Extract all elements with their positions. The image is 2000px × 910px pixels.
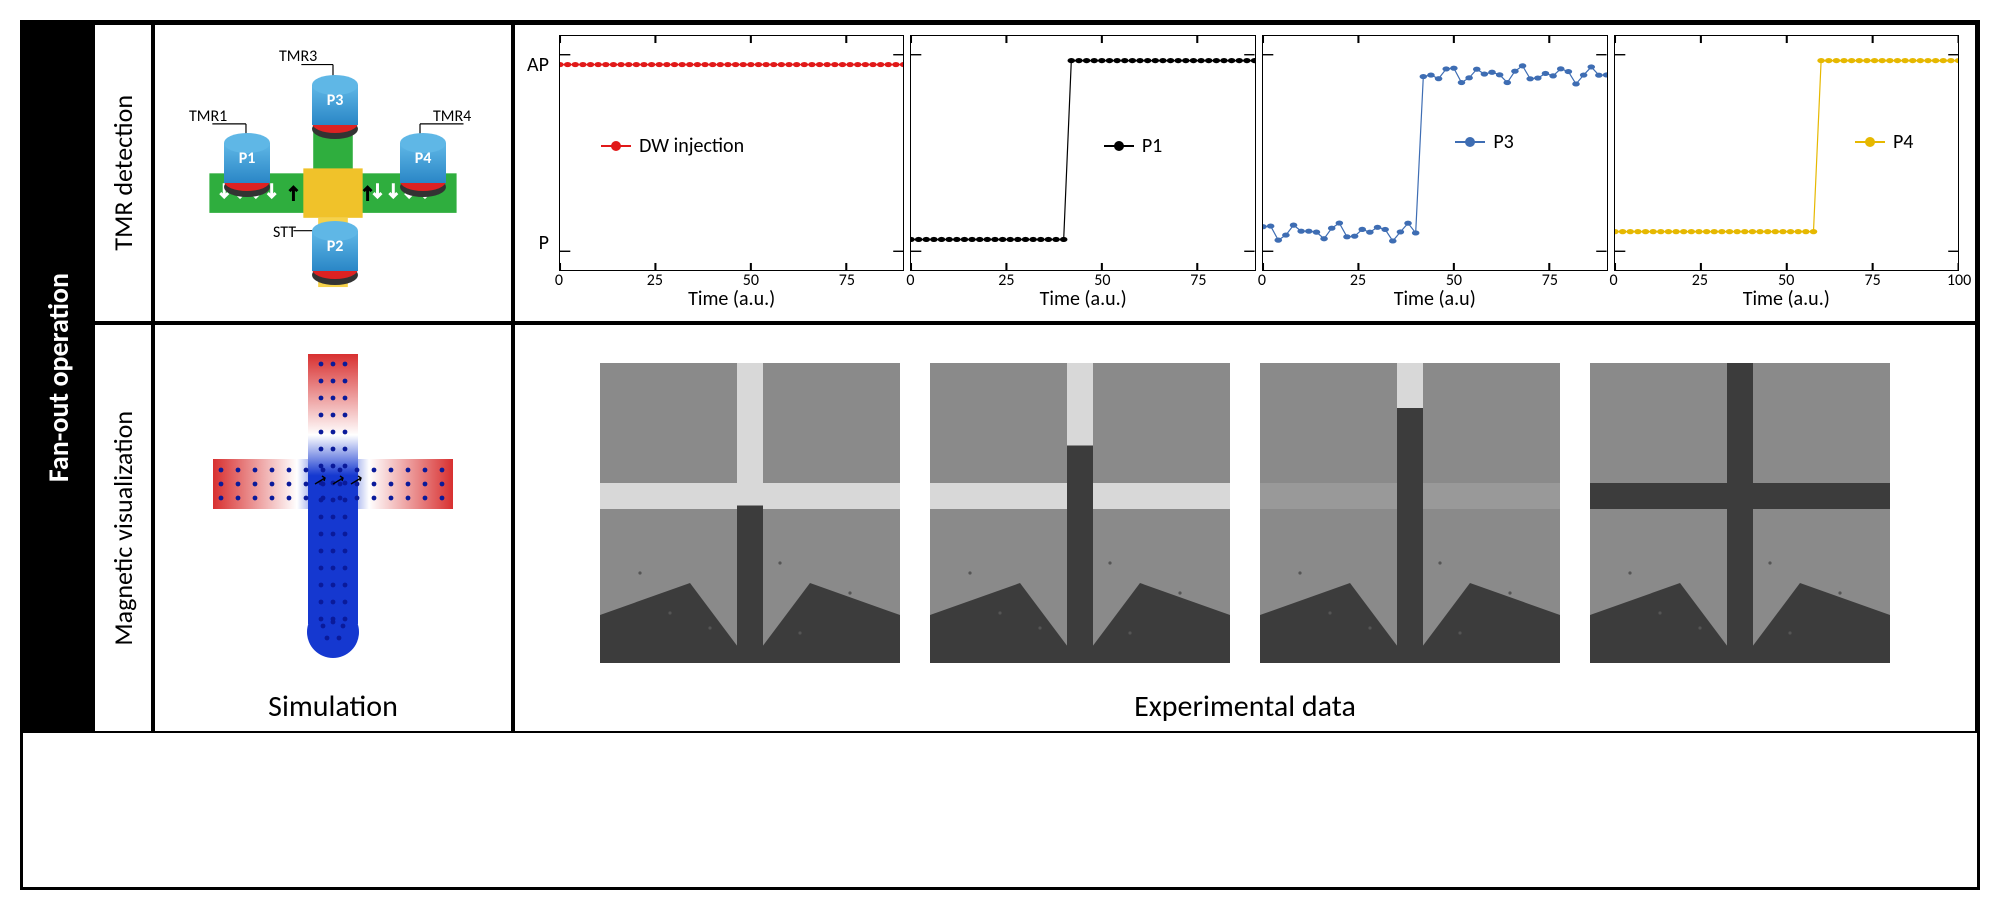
- simulation-cell: Simulation: [153, 323, 513, 733]
- figure-grid: Fan-out operation TMR detection: [20, 20, 1980, 890]
- simulation-svg: [203, 344, 463, 664]
- plot-box: P1: [910, 35, 1256, 271]
- legend: P4: [1855, 130, 1913, 154]
- annot-tmr3: TMR3: [279, 47, 317, 66]
- legend: DW injection: [601, 134, 744, 158]
- thumbnails: [515, 325, 1975, 681]
- caption-simulation: Simulation: [155, 688, 511, 725]
- chart-panel-1: P10255075Time (a.u.): [910, 35, 1256, 311]
- annot-stt: STT: [273, 223, 296, 242]
- caption-experimental: Experimental data: [515, 688, 1975, 725]
- xlabel: Time (a.u.): [910, 287, 1256, 311]
- thumb-0: [600, 363, 900, 663]
- annot-tmr1: TMR1: [189, 107, 227, 126]
- thumb-2: [1260, 363, 1560, 663]
- legend: P3: [1455, 130, 1513, 154]
- schematic-cell: TMR1 TMR3 TMR4 STT P1 P3: [153, 23, 513, 323]
- row-label-bottom: Magnetic visualization: [93, 323, 153, 733]
- y-axis-labels: AP P: [519, 35, 553, 311]
- panel-title-vertical: Fan-out operation: [23, 23, 93, 733]
- thumb-1: [930, 363, 1230, 663]
- plot-box: P3: [1262, 35, 1608, 271]
- xlabel: Time (a.u.): [1614, 287, 1960, 311]
- annot-tmr4: TMR4: [433, 107, 471, 126]
- chart-panel-3: P40255075100Time (a.u.): [1614, 35, 1960, 311]
- row-label-bottom-text: Magnetic visualization: [107, 411, 139, 646]
- thumb-3: [1590, 363, 1890, 663]
- legend: P1: [1104, 134, 1162, 158]
- chart-panel-0: DW injection0255075Time (a.u.): [559, 35, 905, 311]
- xlabel: Time (a.u.): [559, 287, 905, 311]
- plot-box: P4: [1614, 35, 1960, 271]
- charts: AP P DW injection0255075Time (a.u.)P1025…: [515, 25, 1975, 321]
- charts-cell: AP P DW injection0255075Time (a.u.)P1025…: [513, 23, 1977, 323]
- chart-panel-2: P30255075Time (a.u): [1262, 35, 1608, 311]
- row-label-top: TMR detection: [93, 23, 153, 323]
- plot-box: DW injection: [559, 35, 905, 271]
- xlabel: Time (a.u): [1262, 287, 1608, 311]
- ylabel-ap: AP: [527, 53, 549, 77]
- row-label-top-text: TMR detection: [107, 95, 139, 251]
- ylabel-p: P: [539, 231, 549, 255]
- title-text: Fan-out operation: [41, 273, 76, 482]
- experimental-cell: Experimental data: [513, 323, 1977, 733]
- schematic: TMR1 TMR3 TMR4 STT P1 P3: [155, 25, 511, 321]
